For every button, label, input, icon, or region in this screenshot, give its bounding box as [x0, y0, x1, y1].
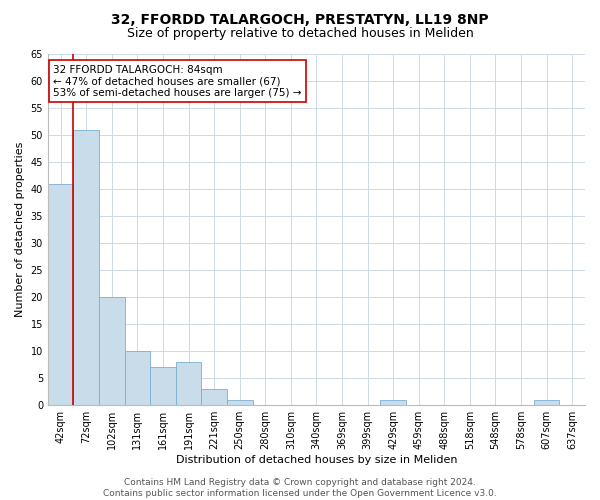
- Bar: [176, 362, 202, 405]
- Bar: [380, 400, 406, 405]
- X-axis label: Distribution of detached houses by size in Meliden: Distribution of detached houses by size …: [176, 455, 457, 465]
- Text: Size of property relative to detached houses in Meliden: Size of property relative to detached ho…: [127, 28, 473, 40]
- Text: 32, FFORDD TALARGOCH, PRESTATYN, LL19 8NP: 32, FFORDD TALARGOCH, PRESTATYN, LL19 8N…: [111, 12, 489, 26]
- Bar: [202, 389, 227, 405]
- Bar: [534, 400, 559, 405]
- Bar: [125, 351, 150, 405]
- Bar: [48, 184, 73, 405]
- Bar: [73, 130, 99, 405]
- Text: Contains HM Land Registry data © Crown copyright and database right 2024.
Contai: Contains HM Land Registry data © Crown c…: [103, 478, 497, 498]
- Bar: [150, 368, 176, 405]
- Bar: [99, 297, 125, 405]
- Y-axis label: Number of detached properties: Number of detached properties: [15, 142, 25, 318]
- Text: 32 FFORDD TALARGOCH: 84sqm
← 47% of detached houses are smaller (67)
53% of semi: 32 FFORDD TALARGOCH: 84sqm ← 47% of deta…: [53, 64, 302, 98]
- Bar: [227, 400, 253, 405]
